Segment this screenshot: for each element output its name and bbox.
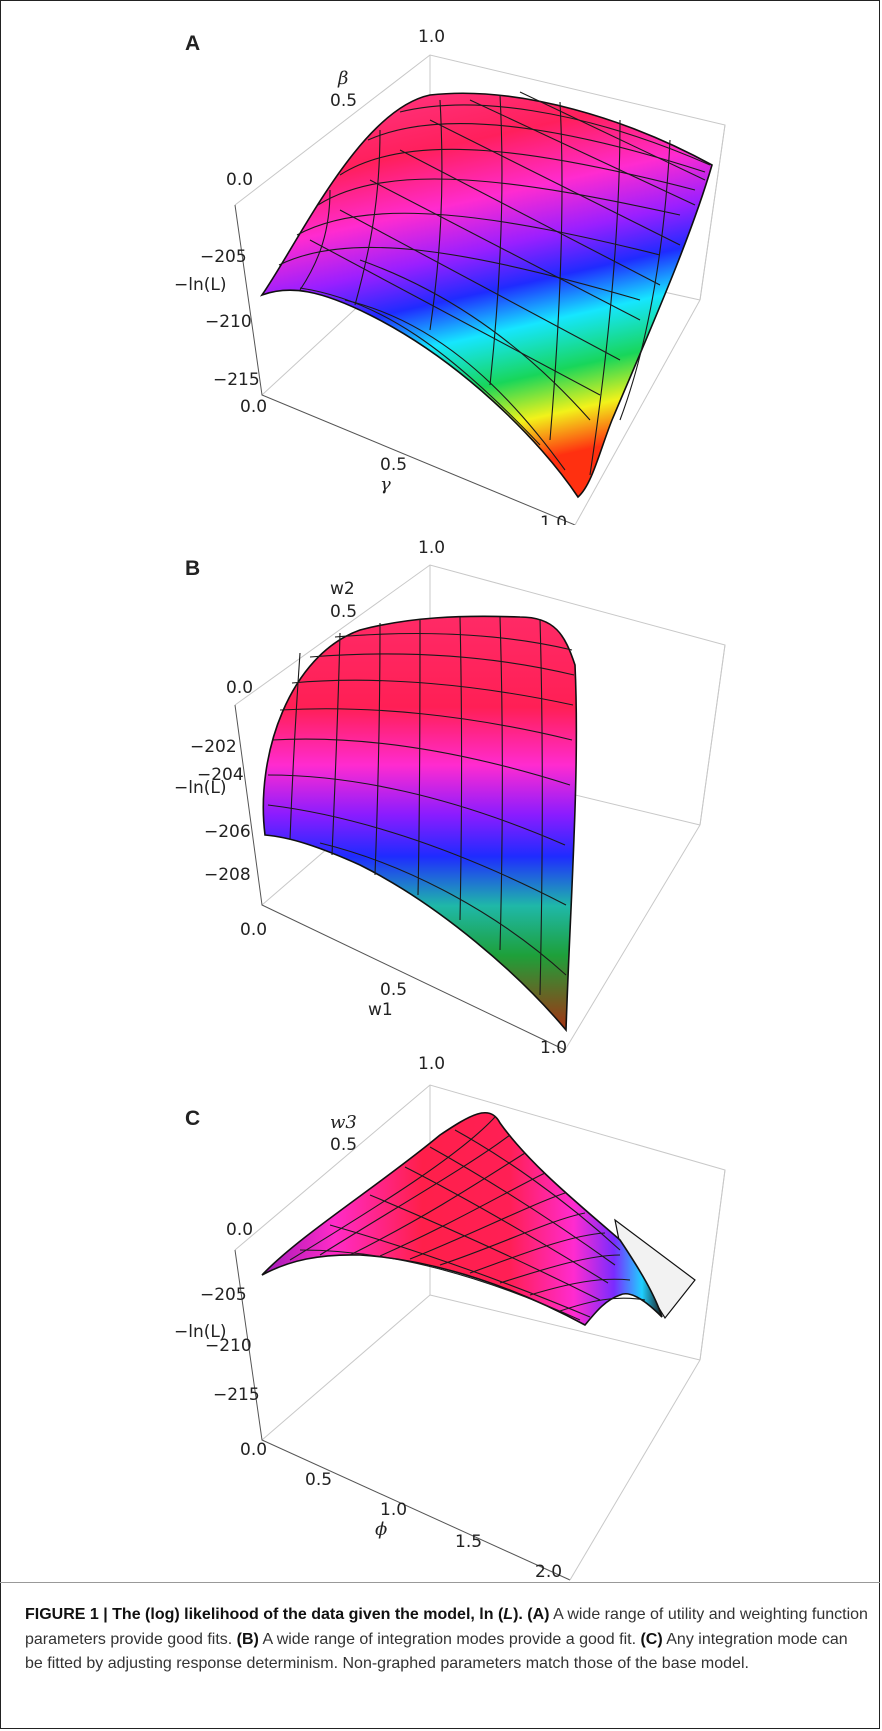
- panel-label: C: [185, 1107, 201, 1130]
- caption-text-c: Any integration mode can be fitted by ad…: [25, 1630, 848, 1673]
- z-tick: −204: [197, 765, 244, 785]
- y-tick: 1.0: [418, 538, 445, 558]
- z-tick: −208: [204, 865, 251, 885]
- z-tick: −206: [204, 822, 251, 842]
- z-tick: −205: [200, 247, 247, 267]
- surface-plot-b: 1.0 0.5 0.0 w2 −202 −204 −ln(L) −206 −20…: [174, 538, 726, 1055]
- z-tick: −210: [205, 1336, 252, 1356]
- z-tick: −205: [200, 1285, 247, 1305]
- panel-a: A: [0, 0, 882, 525]
- y-tick: 0.0: [226, 170, 253, 190]
- x-tick: 0.5: [380, 455, 407, 475]
- z-tick: −215: [213, 1385, 260, 1405]
- y-tick: 0.0: [226, 678, 253, 698]
- x-axis-label: ϕ: [375, 1519, 387, 1540]
- x-tick: 1.0: [380, 1500, 407, 1520]
- caption-tag-b: (B): [236, 1630, 259, 1648]
- x-tick: 2.0: [535, 1562, 562, 1582]
- panel-label: A: [185, 32, 201, 55]
- figure-caption: FIGURE 1 | The (log) likelihood of the d…: [0, 1582, 880, 1729]
- caption-text-b: A wide range of integration modes provid…: [258, 1630, 641, 1648]
- x-tick: 1.5: [455, 1532, 482, 1552]
- y-tick: 0.5: [330, 91, 357, 111]
- likelihood-surface: [261, 1112, 663, 1327]
- z-axis-label: −ln(L): [174, 778, 226, 798]
- y-tick: 0.0: [226, 1220, 253, 1240]
- x-axis-label: γ: [380, 474, 391, 495]
- panel-label: B: [185, 557, 201, 580]
- cutoff-plane: [614, 1218, 696, 1320]
- y-tick: 0.5: [330, 602, 357, 622]
- panel-c: C: [0, 1055, 882, 1582]
- x-tick: 0.5: [380, 980, 407, 1000]
- likelihood-surface: [262, 615, 578, 1033]
- z-tick: −210: [205, 312, 252, 332]
- y-tick: 1.0: [418, 27, 445, 47]
- x-tick: 1.0: [540, 1038, 567, 1055]
- surface-plot-a: 1.0 0.5 0.0 β −205 −210 −215 −ln(L) 0.0 …: [174, 27, 726, 525]
- z-axis-label: −ln(L): [174, 275, 226, 295]
- y-axis-label: w2: [330, 579, 355, 599]
- y-tick: 1.0: [418, 1055, 445, 1074]
- x-tick: 0.0: [240, 397, 267, 417]
- surface-plot-c: 1.0 0.5 w3 0.0 −205 −ln(L) −210 −215 0.0…: [174, 1055, 726, 1582]
- x-tick: 0.0: [240, 920, 267, 940]
- z-tick: −215: [213, 370, 260, 390]
- y-axis-label: β: [337, 68, 348, 89]
- z-tick: −202: [190, 737, 237, 757]
- x-axis-label: w1: [368, 1000, 393, 1020]
- caption-text-a: A wide range of utility and weighting fu…: [25, 1606, 868, 1648]
- likelihood-surface: [259, 92, 713, 499]
- z-axis-label: −ln(L): [174, 1322, 226, 1342]
- surface-mesh: [267, 616, 575, 996]
- surface-mesh: [289, 1116, 646, 1321]
- caption-tag-a: (A): [527, 1606, 550, 1623]
- panel-b: B: [0, 525, 882, 1055]
- x-tick: 1.0: [540, 513, 567, 525]
- y-tick: 0.5: [330, 1135, 357, 1155]
- x-tick: 0.5: [305, 1470, 332, 1490]
- y-axis-label: w3: [330, 1112, 357, 1133]
- caption-lead: FIGURE 1 | The (log) likelihood of the d…: [25, 1606, 523, 1623]
- x-tick: 0.0: [240, 1440, 267, 1460]
- caption-tag-c: (C): [640, 1630, 663, 1648]
- surface-mesh: [278, 91, 711, 476]
